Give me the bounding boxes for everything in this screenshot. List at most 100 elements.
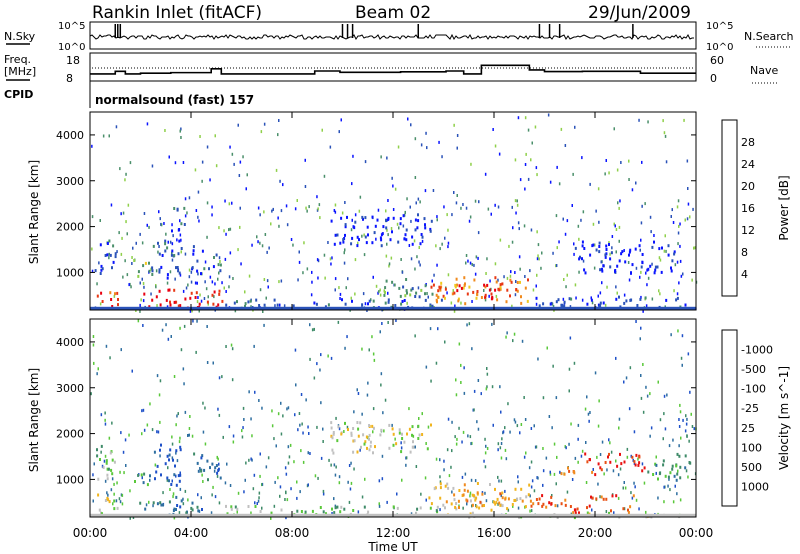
- echo-cell: [313, 301, 316, 305]
- echo-speckle: [286, 407, 288, 411]
- echo-cell: [322, 510, 325, 514]
- echo-cell: [173, 288, 176, 292]
- echo-speckle: [350, 296, 352, 300]
- echo-speckle: [224, 481, 227, 485]
- echo-cell: [656, 265, 659, 269]
- echo-speckle: [298, 260, 301, 264]
- echo-cell: [168, 479, 170, 483]
- echo-speckle: [692, 207, 694, 211]
- echo-cell: [249, 299, 252, 303]
- echo-speckle: [361, 495, 364, 499]
- echo-speckle: [149, 478, 151, 482]
- echo-speckle: [256, 502, 258, 505]
- echo-speckle: [524, 116, 527, 120]
- echo-cell: [336, 233, 339, 237]
- echo-cell: [385, 226, 388, 230]
- echo-cell: [350, 431, 353, 435]
- echo-cell: [542, 502, 545, 506]
- echo-cell: [476, 292, 479, 296]
- echo-cell: [506, 288, 509, 292]
- echo-speckle: [515, 280, 517, 283]
- echo-cell: [217, 303, 220, 307]
- echo-speckle: [608, 171, 610, 175]
- echo-cell: [538, 497, 541, 501]
- echo-speckle: [499, 238, 502, 242]
- echo-speckle: [258, 491, 261, 495]
- echo-cell: [384, 286, 387, 290]
- echo-cell: [171, 249, 174, 253]
- echo-speckle: [320, 401, 322, 405]
- echo-speckle: [218, 226, 220, 230]
- echo-speckle: [537, 243, 540, 247]
- echo-speckle: [530, 228, 533, 232]
- echo-cell: [158, 289, 161, 293]
- colorbar-label: 16: [741, 202, 755, 215]
- echo-speckle: [92, 335, 95, 338]
- echo-speckle: [155, 269, 158, 273]
- echo-speckle: [478, 200, 480, 204]
- echo-speckle: [172, 492, 175, 496]
- echo-cell: [365, 435, 368, 439]
- echo-speckle: [238, 174, 241, 177]
- echo-cell: [334, 506, 337, 510]
- echo-cell: [179, 448, 182, 452]
- echo-speckle: [92, 343, 95, 347]
- echo-speckle: [447, 417, 450, 421]
- echo-cell: [366, 446, 368, 450]
- echo-speckle: [350, 481, 353, 485]
- echo-cell: [567, 466, 569, 470]
- echo-speckle: [537, 476, 539, 480]
- echo-speckle: [258, 399, 260, 402]
- echo-speckle: [343, 261, 346, 265]
- echo-speckle: [300, 393, 303, 396]
- echo-cell: [216, 471, 219, 475]
- echo-speckle: [435, 457, 438, 461]
- echo-speckle: [408, 244, 411, 247]
- echo-speckle: [500, 479, 503, 483]
- echo-cell: [462, 286, 465, 290]
- echo-speckle: [296, 480, 298, 484]
- echo-speckle: [200, 496, 202, 500]
- echo-cell: [481, 504, 484, 508]
- y-tick-label: 1000: [56, 473, 84, 486]
- echo-speckle: [317, 207, 319, 211]
- echo-speckle: [124, 438, 127, 442]
- echo-speckle: [228, 275, 231, 279]
- echo-speckle: [209, 178, 211, 182]
- echo-speckle: [416, 255, 418, 259]
- echo-speckle: [362, 292, 365, 296]
- echo-speckle: [517, 116, 520, 120]
- echo-cell: [463, 488, 466, 492]
- echo-cell: [660, 270, 663, 274]
- echo-speckle: [174, 161, 177, 165]
- echo-speckle: [391, 423, 393, 427]
- echo-speckle: [261, 506, 263, 510]
- echo-cell: [434, 486, 437, 490]
- echo-speckle: [179, 471, 181, 475]
- echo-cell: [403, 299, 406, 302]
- echo-speckle: [485, 444, 487, 448]
- echo-speckle: [463, 391, 466, 395]
- echo-speckle: [421, 239, 424, 243]
- echo-cell: [96, 454, 99, 458]
- echo-speckle: [551, 426, 553, 430]
- y-tick-label: 2000: [56, 221, 84, 234]
- echo-speckle: [659, 258, 662, 262]
- echo-speckle: [519, 431, 521, 435]
- x-tick-label: 12:00: [376, 526, 411, 540]
- echo-cell: [638, 455, 641, 459]
- echo-cell: [198, 302, 201, 306]
- echo-speckle: [156, 304, 158, 308]
- echo-speckle: [483, 459, 485, 463]
- echo-speckle: [577, 224, 580, 228]
- echo-cell: [476, 491, 479, 495]
- echo-speckle: [202, 401, 204, 405]
- echo-cell: [339, 510, 342, 514]
- echo-speckle: [454, 304, 456, 308]
- colorbar-label: 8: [741, 246, 748, 259]
- echo-speckle: [218, 501, 221, 505]
- noise-trace-line: [89, 33, 694, 40]
- echo-cell: [367, 510, 370, 514]
- echo-speckle: [568, 389, 570, 393]
